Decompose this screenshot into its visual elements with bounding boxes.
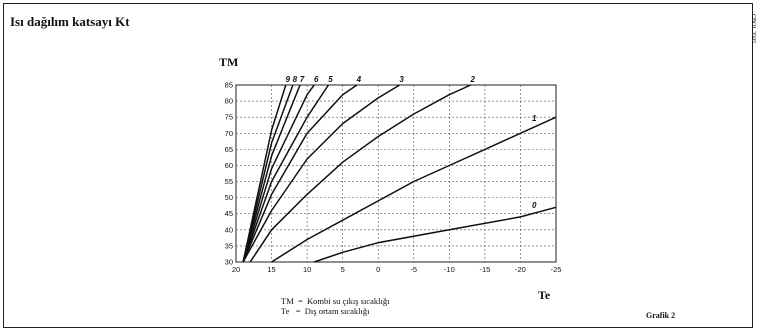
x-tick-label: 5 [341,265,345,274]
curve-kt-0 [313,206,557,263]
x-tick-label: -15 [479,265,490,274]
page-title: Isı dağılım katsayı Kt [10,14,130,29]
y-tick-label: 70 [225,129,233,138]
x-tick-label: -20 [515,265,526,274]
x-tick-label: -25 [551,265,562,274]
curve-kt-7 [242,84,301,263]
curve-kt-5 [242,84,330,263]
curve-kt-9 [242,84,287,263]
curve-label: 0 [532,201,537,210]
y-tick-label: 65 [225,145,233,154]
y-tick-label: 55 [225,177,233,186]
y-tick-label: 75 [225,113,233,122]
y-axis-label: TM [219,55,239,69]
y-tick-label: 30 [225,258,233,267]
curve-label: 2 [469,75,475,84]
curve-kt-1 [271,116,557,263]
curve-kt-8 [242,84,294,263]
x-tick-label: 10 [303,265,311,274]
y-tick-label: 85 [225,81,233,90]
curve-label: 9 [286,75,291,84]
y-tick-label: 60 [225,161,233,170]
curve-label: 1 [532,114,537,123]
axis-legend: TM = Kombi su çıkış sıcaklığı Te = Dış o… [281,296,389,316]
curve-label: 8 [293,75,298,84]
y-tick-label: 50 [225,193,233,202]
curve-kt-3 [242,84,400,263]
figure-frame [3,3,753,328]
legend-row-te: Te = Dış ortam sıcaklığı [281,306,370,316]
figure-label: Grafik 2 [646,311,676,320]
legend-row-tm: TM = Kombi su çıkış sıcaklığı [281,296,390,306]
x-tick-label: -10 [444,265,455,274]
x-tick-label: 0 [376,265,380,274]
x-axis-label: Te [538,288,551,302]
curve-label: 3 [399,75,404,84]
x-tick-label: 15 [267,265,275,274]
x-tick-label: 20 [232,265,240,274]
curve-label: 7 [300,75,305,84]
y-tick-label: 40 [225,225,233,234]
plot-area [235,84,557,263]
curve-label: 6 [314,75,319,84]
curve-label: 5 [328,75,333,84]
curve-kt-2 [249,84,472,263]
x-tick-label: -5 [410,265,417,274]
curve-kt-6 [242,84,315,263]
document-code: CBOL 3505 [750,14,756,44]
curve-kt-4 [242,84,358,263]
y-tick-label: 35 [225,241,233,250]
curve-label: 4 [356,75,362,84]
y-tick-label: 45 [225,209,233,218]
y-tick-label: 80 [225,97,233,106]
